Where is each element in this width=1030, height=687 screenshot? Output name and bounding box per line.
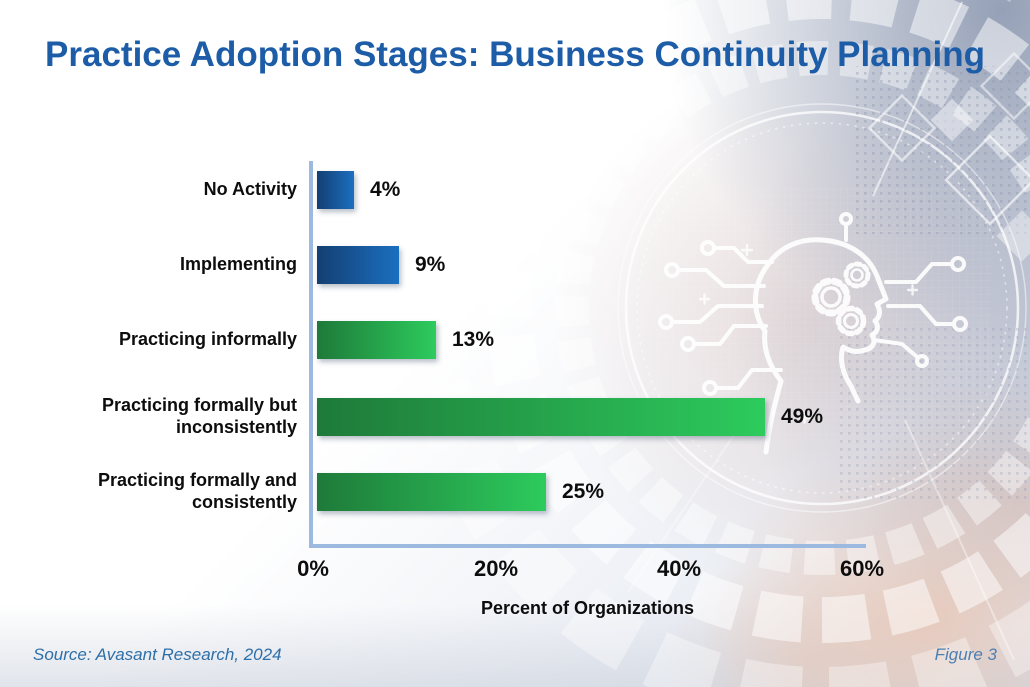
head-circuit-illustration [658, 212, 968, 455]
category-label: Practicing informally [118, 329, 297, 350]
gear-icon [811, 261, 871, 337]
bar [317, 246, 399, 284]
value-label: 49% [781, 405, 824, 428]
source-note: Source: Avasant Research, 2024 [33, 645, 282, 664]
bar [317, 398, 765, 436]
value-label: 25% [562, 480, 605, 503]
x-axis-tick-label: 40% [656, 556, 702, 581]
figure-label: Figure 3 [934, 645, 997, 664]
value-label: 4% [370, 178, 401, 201]
x-axis-tick-label: 20% [473, 556, 519, 581]
bar [317, 171, 354, 209]
category-label: Practicing formally and consistently [97, 470, 297, 512]
plot-area [309, 161, 866, 548]
x-axis-tick-label: 0% [297, 556, 329, 581]
category-label: No Activity [203, 179, 297, 200]
bar [317, 321, 436, 359]
hud-rings [405, 0, 1030, 687]
radial-lines [627, 1, 1015, 661]
value-label: 9% [415, 253, 446, 276]
head-outline [752, 237, 889, 455]
category-label: Practicing formally but inconsistently [101, 395, 297, 437]
category-label: Implementing [179, 254, 297, 275]
circuit-traces [658, 212, 968, 396]
x-axis-title: Percent of Organizations [480, 598, 695, 618]
x-axis-tick-label: 60% [839, 556, 885, 581]
value-label: 13% [452, 328, 495, 351]
chart-title: Practice Adoption Stages: Business Conti… [45, 35, 985, 74]
sparkle-icons [698, 243, 919, 424]
bar [317, 473, 546, 511]
